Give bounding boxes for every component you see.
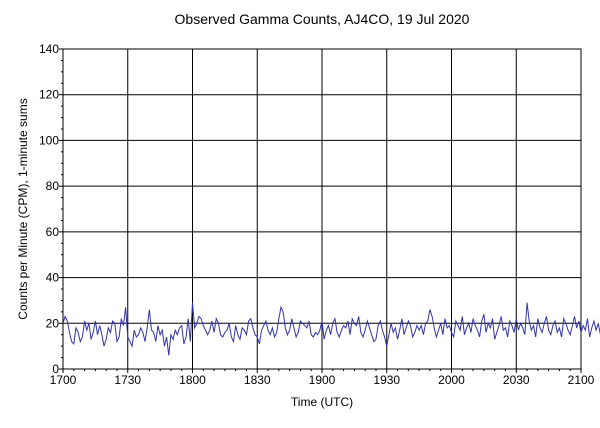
grid bbox=[63, 49, 581, 369]
y-tick-label: 0 bbox=[52, 362, 59, 376]
x-tick-label: 1900 bbox=[309, 373, 336, 387]
x-tick-label: 1800 bbox=[179, 373, 206, 387]
y-tick-label: 140 bbox=[39, 42, 59, 56]
y-axis-label: Counts per Minute (CPM), 1-minute sums bbox=[16, 98, 30, 319]
y-tick-label: 40 bbox=[46, 271, 60, 285]
x-tick-label: 1730 bbox=[114, 373, 141, 387]
x-axis-ticks: 1700 1730 1800 1830 1900 1930 2000 2030 2100 bbox=[50, 369, 595, 387]
y-tick-label: 60 bbox=[46, 225, 60, 239]
series-line bbox=[62, 302, 600, 356]
y-tick-label: 100 bbox=[39, 133, 59, 147]
y-tick-label: 20 bbox=[46, 316, 60, 330]
y-tick-label: 80 bbox=[46, 179, 60, 193]
x-tick-label: 1830 bbox=[244, 373, 271, 387]
x-tick-label: 2000 bbox=[438, 373, 465, 387]
chart-title: Observed Gamma Counts, AJ4CO, 19 Jul 202… bbox=[175, 11, 470, 27]
x-tick-label: 2030 bbox=[503, 373, 530, 387]
y-axis-ticks: 0 20 40 60 80 100 120 140 bbox=[39, 42, 63, 376]
x-tick-label: 2100 bbox=[568, 373, 595, 387]
y-tick-label: 120 bbox=[39, 88, 59, 102]
x-tick-label: 1930 bbox=[373, 373, 400, 387]
x-axis-label: Time (UTC) bbox=[291, 395, 353, 409]
x-tick-label: 1700 bbox=[50, 373, 77, 387]
